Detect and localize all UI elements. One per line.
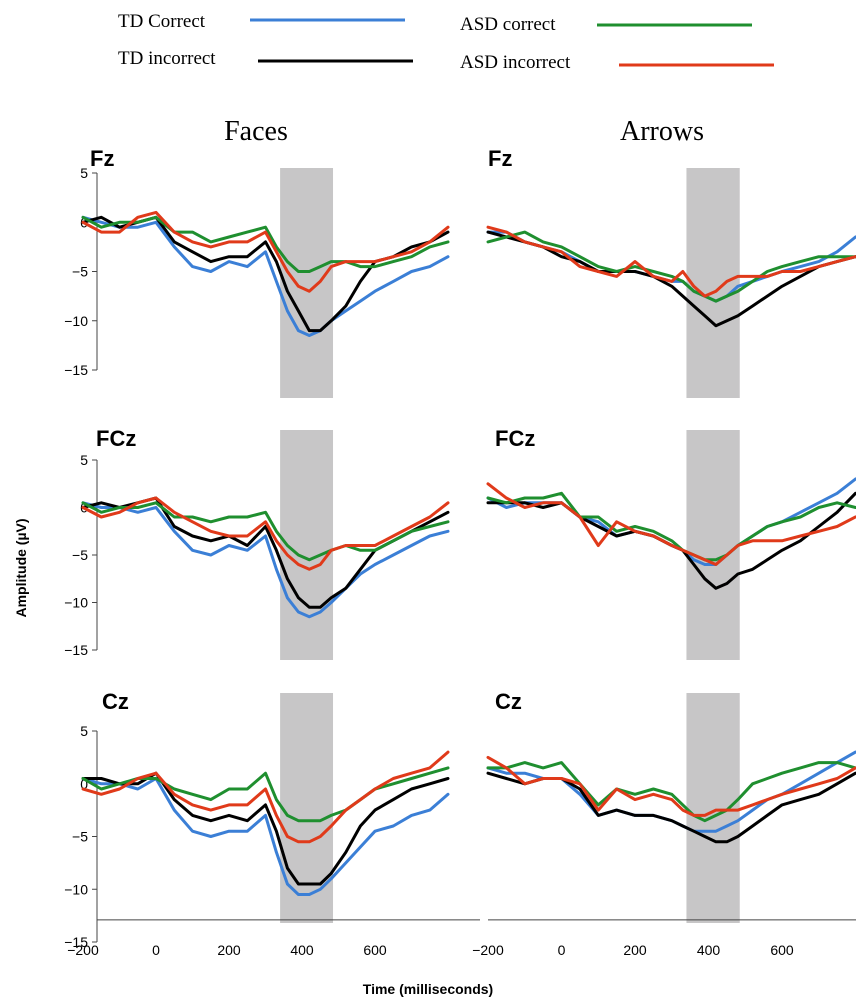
electrode-label-faces-fz: Fz	[90, 146, 114, 171]
legend-label-asd-incorrect: ASD incorrect	[460, 52, 571, 73]
x-tick-label: 600	[363, 942, 387, 958]
x-axis-title: Time (milliseconds)	[363, 981, 493, 997]
series-asd-correct-faces-cz	[81, 766, 450, 823]
shaded-windows	[280, 168, 740, 923]
y-tick-label: 5	[80, 165, 88, 181]
series-asd-incorrect-arrows-fz	[486, 225, 856, 298]
series-asd-correct-faces-fcz	[81, 501, 450, 562]
y-tick-label: −5	[72, 547, 88, 563]
y-tick-label: −5	[72, 829, 88, 845]
column-title-arrows: Arrows	[620, 116, 704, 147]
panel-arrows-cz: Cz −200 0 200 400 600	[472, 689, 856, 958]
y-tick-label: −10	[64, 595, 88, 611]
x-tick-label: 200	[623, 942, 647, 958]
x-tick-label: 0	[558, 942, 566, 958]
y-tick-label: −15	[64, 642, 88, 658]
legend-label-asd-correct: ASD correct	[460, 14, 556, 35]
x-tick-label: 0	[152, 942, 160, 958]
x-tick-label: 200	[217, 942, 241, 958]
panel-faces-cz: Cz 5 0 −5 −10 −15−200 0 200 400 600	[64, 689, 480, 958]
series-asd-correct-arrows-fz	[486, 230, 856, 303]
y-axis-title: Amplitude (µV)	[13, 518, 29, 617]
electrode-label-faces-cz: Cz	[102, 689, 129, 714]
x-tick-label: −200	[472, 942, 504, 958]
y-tick-label: 5	[80, 452, 88, 468]
column-title-faces: Faces	[224, 116, 288, 147]
series-td-correct-faces-fz	[81, 215, 450, 337]
legend-label-td-incorrect: TD incorrect	[118, 48, 216, 69]
y-tick-label: 5	[80, 723, 88, 739]
electrode-label-faces-fcz: FCz	[96, 426, 136, 451]
shaded-window-arrows-fcz	[686, 430, 740, 660]
y-tick-label: −15	[64, 934, 88, 950]
electrode-label-arrows-fcz: FCz	[495, 426, 535, 451]
shaded-window-faces-cz	[280, 693, 334, 923]
x-tick-label: 600	[770, 942, 794, 958]
series-asd-incorrect-faces-fcz	[81, 496, 450, 571]
legend: TD Correct TD incorrect ASD correct ASD …	[118, 11, 774, 73]
series-td-correct-faces-fcz	[81, 501, 450, 619]
panel-arrows-fcz: FCz	[486, 426, 856, 590]
panels: Fz50−5−10−15FzFCz50−5−10−15FCzCz50−5−10−…	[64, 146, 856, 958]
y-tick-label: −10	[64, 881, 88, 897]
y-tick-label: −15	[64, 362, 88, 378]
series-asd-incorrect-faces-fz	[81, 210, 450, 293]
shaded-window-faces-fz	[280, 168, 334, 398]
panel-arrows-fz: Fz	[486, 146, 856, 328]
y-tick-label: −10	[64, 313, 88, 329]
y-tick-label: −5	[72, 264, 88, 280]
y-tick-label: 0	[80, 776, 88, 792]
shaded-window-arrows-fz	[686, 168, 740, 398]
legend-label-td-correct: TD Correct	[118, 11, 206, 32]
shaded-window-arrows-cz	[686, 693, 740, 923]
series-asd-correct-faces-fz	[81, 215, 450, 273]
series-td-incorrect-arrows-fz	[486, 230, 856, 328]
series-td-correct-faces-cz	[81, 777, 450, 896]
series-asd-incorrect-arrows-cz	[486, 755, 856, 817]
series-td-correct-arrows-fcz	[486, 477, 856, 566]
series-asd-correct-arrows-cz	[486, 761, 856, 823]
x-tick-label: −200	[67, 942, 99, 958]
x-tick-label: 400	[697, 942, 721, 958]
x-tick-label: 400	[290, 942, 314, 958]
series-asd-incorrect-faces-cz	[81, 750, 450, 844]
electrode-label-arrows-fz: Fz	[488, 146, 512, 171]
series-asd-incorrect-arrows-fcz	[486, 482, 856, 566]
electrode-label-arrows-cz: Cz	[495, 689, 522, 714]
